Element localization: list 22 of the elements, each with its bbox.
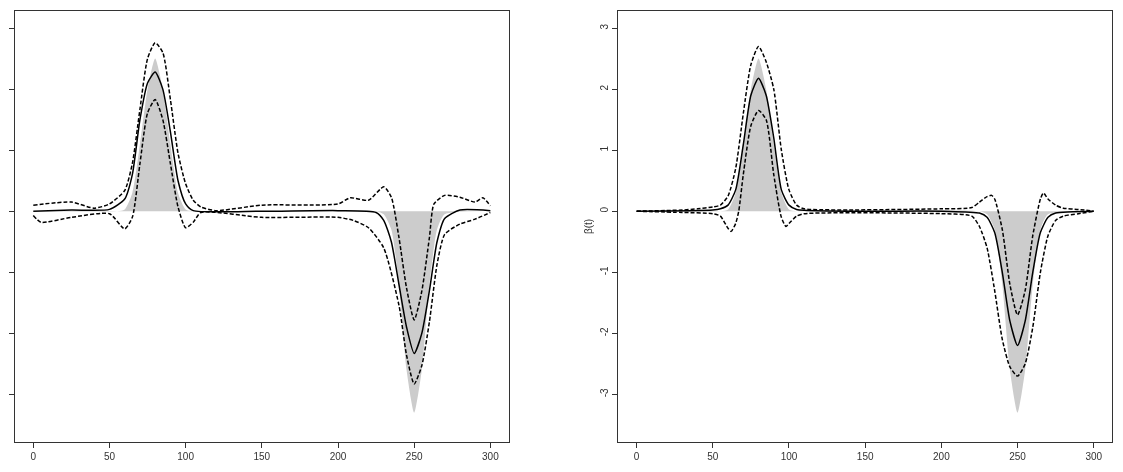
x-tick-label: 300 <box>1085 451 1103 462</box>
y-tick-label: -3 <box>599 388 611 398</box>
x-tick-label: 250 <box>405 451 423 462</box>
x-tick-label: 50 <box>103 451 116 462</box>
x-tick-label: 150 <box>253 451 271 462</box>
y-tick-label: 2 <box>599 84 611 91</box>
y-tick-label: 3 <box>599 23 611 30</box>
y-tick-label: -2 <box>599 326 611 337</box>
x-tick-label: 200 <box>933 451 951 462</box>
x-tick-label: 0 <box>30 451 37 462</box>
x-tick-label: 300 <box>482 451 500 462</box>
y-axis-title: β(t) <box>583 218 595 235</box>
x-tick-label: 0 <box>633 451 640 462</box>
x-tick-label: 100 <box>780 451 798 462</box>
x-tick-label: 50 <box>707 451 719 462</box>
x-tick-label: 200 <box>329 451 347 462</box>
y-tick-label: 0 <box>599 206 611 213</box>
y-tick-label: -1 <box>599 265 611 276</box>
y-tick-label: 1 <box>599 145 611 152</box>
x-tick-label: 100 <box>177 451 195 462</box>
x-tick-label: 150 <box>856 451 874 462</box>
x-tick-label: 250 <box>1009 451 1027 462</box>
